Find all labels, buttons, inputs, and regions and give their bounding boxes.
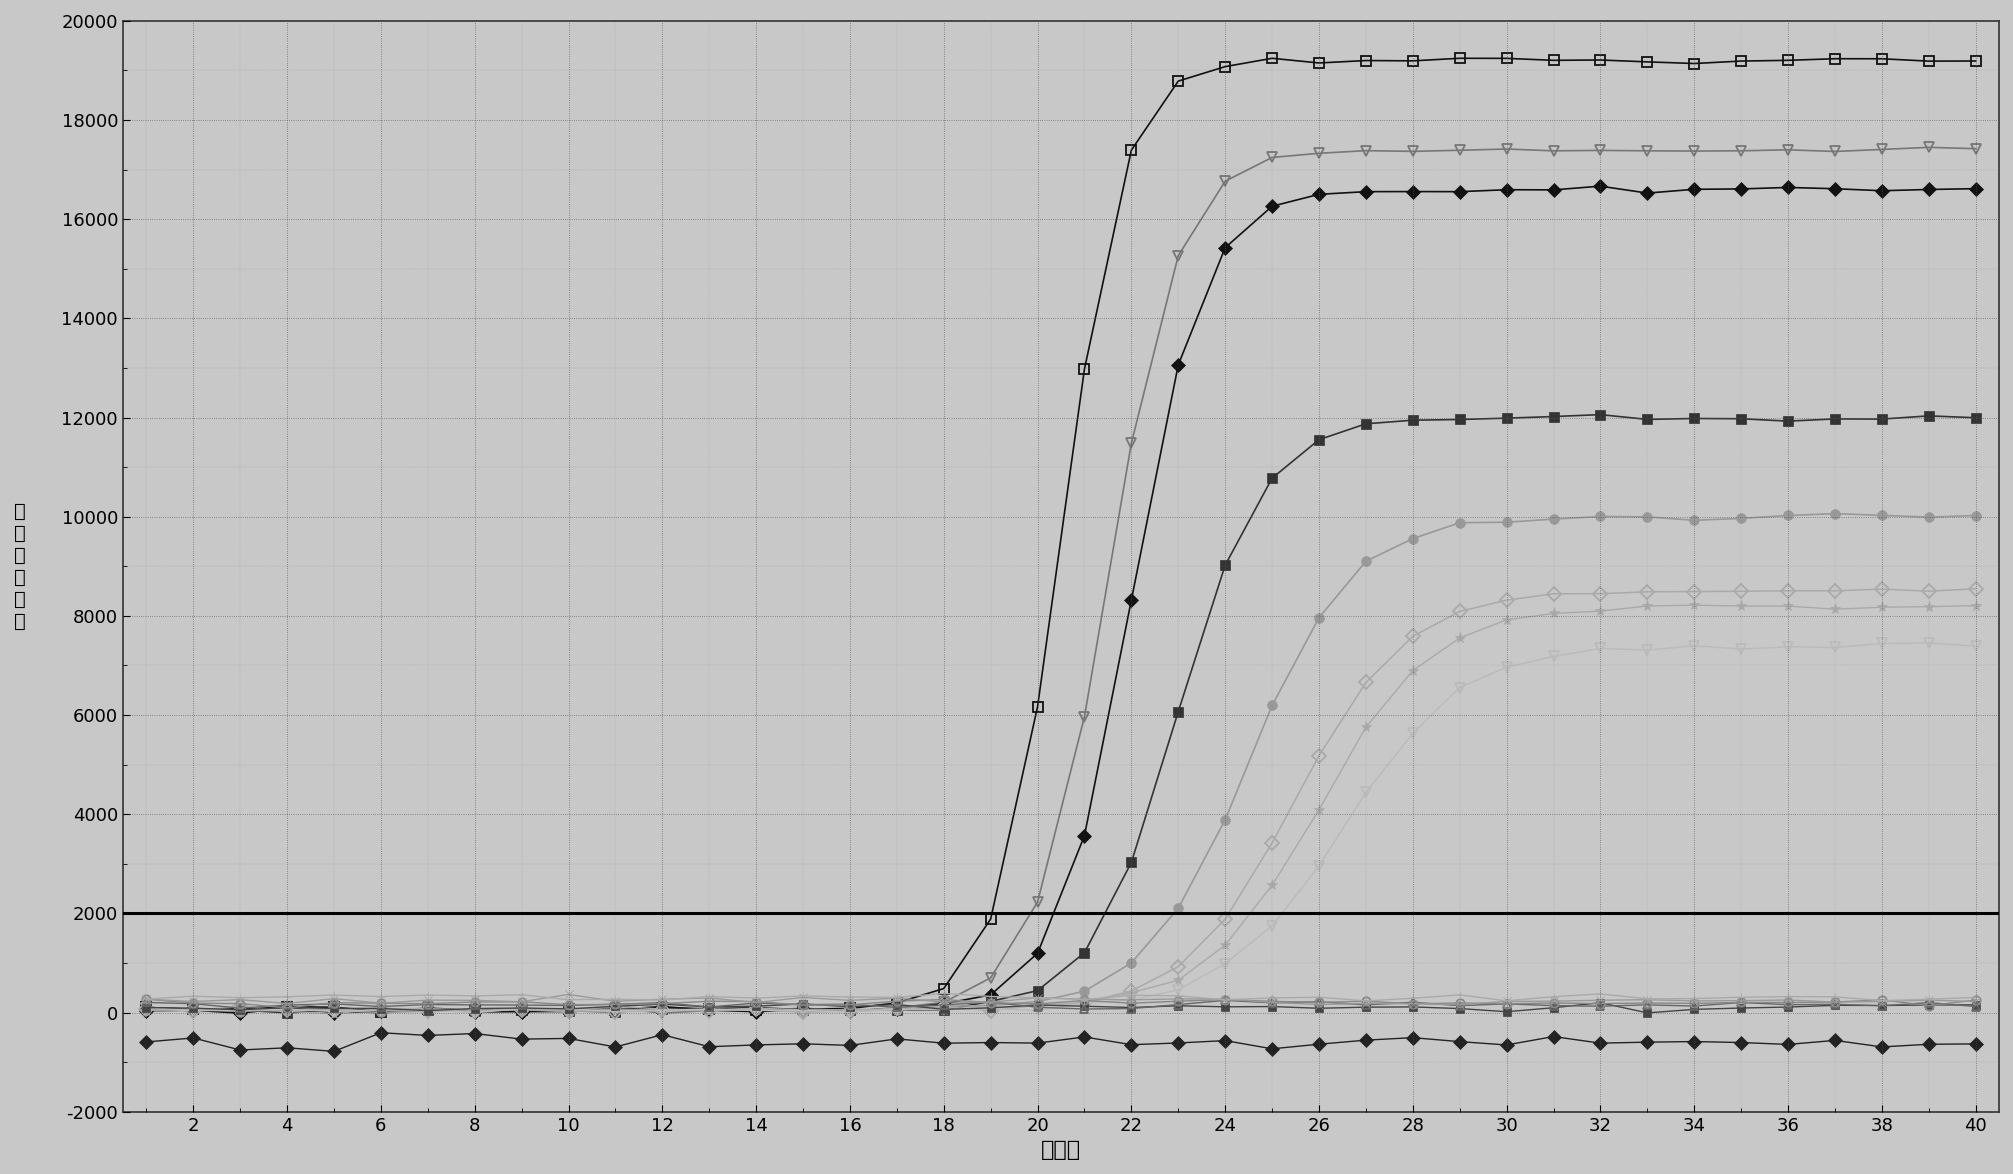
- Y-axis label: 相
对
荧
光
强
度: 相 对 荧 光 强 度: [14, 501, 26, 630]
- X-axis label: 循环数: 循环数: [1041, 1140, 1081, 1160]
